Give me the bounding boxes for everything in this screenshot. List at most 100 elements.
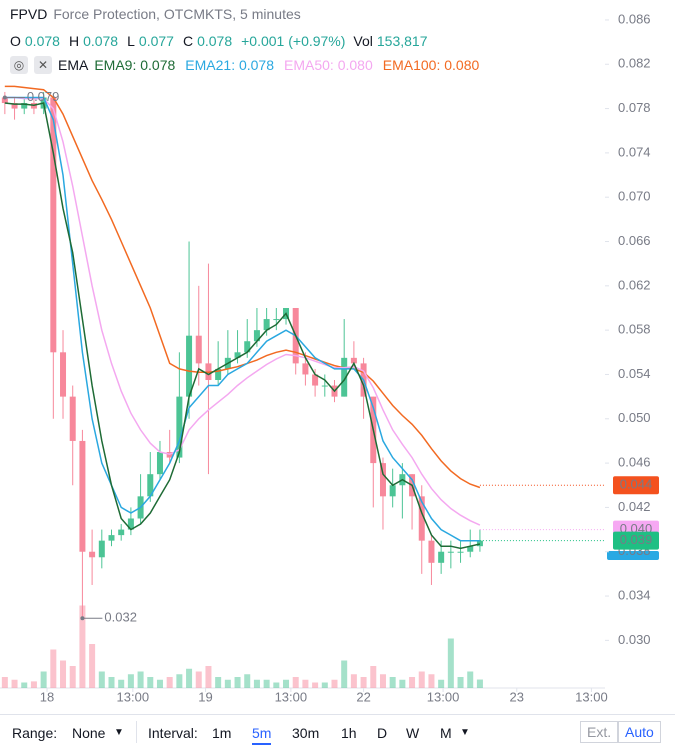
candle-body <box>379 463 386 497</box>
candle-body <box>108 535 115 541</box>
legend-entry: EMA21: 0.078 <box>185 57 275 73</box>
volume-bar <box>467 671 474 688</box>
volume-bar <box>60 660 67 688</box>
volume-key: Vol <box>353 33 373 49</box>
price-tag-label: 0.044 <box>620 477 653 492</box>
remove-icon[interactable]: ✕ <box>34 56 52 74</box>
candle-body <box>476 540 483 547</box>
candle-body <box>98 540 105 558</box>
ema-line <box>4 96 481 526</box>
volume-bar <box>389 677 396 688</box>
header-title-row: FPVD Force Protection, OTCMKTS, 5 minute… <box>10 6 307 22</box>
volume-bar <box>137 671 144 688</box>
y-tick-label: 0.086 <box>618 11 651 26</box>
y-tick-label: 0.058 <box>618 322 651 337</box>
x-tick-label: 23 <box>510 689 524 704</box>
candle-body <box>69 396 76 441</box>
chart: 0.086 0.082 0.078 0.074 0.070 0.066 0.062 0.058… <box>0 11 659 704</box>
range-label: Range: <box>12 725 58 741</box>
y-tick-label: 0.066 <box>618 233 651 248</box>
volume-bar <box>224 679 231 688</box>
chart-title: Force Protection, OTCMKTS, 5 minutes <box>53 6 301 22</box>
volume-bar <box>127 674 134 688</box>
volume-bar <box>350 674 357 688</box>
volume-bar <box>205 666 212 688</box>
price-tag-label: 0.039 <box>620 532 653 547</box>
ohlc-key: C <box>182 33 194 49</box>
interval-button[interactable]: W <box>406 725 420 741</box>
candle-body <box>302 363 309 375</box>
candle-body <box>60 352 67 397</box>
divider <box>136 721 137 743</box>
y-tick-label: 0.070 <box>618 189 651 204</box>
ohlc-value: 0.078 <box>197 33 233 49</box>
y-tick-label: 0.046 <box>618 455 651 470</box>
interval-button[interactable]: 1h <box>341 725 357 741</box>
candle-body <box>195 335 202 364</box>
visibility-icon[interactable]: ◎ <box>10 56 28 74</box>
volume-bar <box>118 679 125 688</box>
indicator-row: ◎ ✕ EMA EMA9: 0.078 EMA21: 0.078 EMA50: 0.… <box>10 56 489 74</box>
toggle-button[interactable]: Ext. <box>580 721 619 743</box>
volume-bar <box>302 679 309 688</box>
indicator-name: EMA <box>58 57 89 73</box>
toggle-button[interactable]: Auto <box>618 721 661 743</box>
annotation-label: 0.079 <box>27 89 60 104</box>
range-value[interactable]: None <box>72 725 106 741</box>
toolbar: Range: None ▼ Interval: 1m 5m 30m 1h D W M ▼ Ext. Aut… <box>0 714 675 751</box>
x-tick-label: 18 <box>40 689 54 704</box>
volume-bar <box>98 671 105 688</box>
y-tick-label: 0.050 <box>618 410 651 425</box>
y-tick-label: 0.042 <box>618 499 651 514</box>
legend-entry: EMA9: 0.078 <box>94 57 176 73</box>
candle-body <box>156 452 163 475</box>
volume-bar <box>147 677 154 688</box>
interval-button[interactable]: D <box>377 725 388 741</box>
volume-bar <box>418 671 425 688</box>
y-tick-label: 0.054 <box>618 366 651 381</box>
candle-body <box>467 546 474 552</box>
annotation-label: 0.032 <box>104 610 137 625</box>
interval-button[interactable]: 5m <box>252 725 272 745</box>
volume-bar <box>1 677 8 688</box>
change: +0.001 (+0.97%) <box>241 33 346 49</box>
volume-bar <box>50 649 57 688</box>
interval-label: Interval: <box>148 725 198 741</box>
volume-bar <box>292 677 299 688</box>
candle-body <box>428 540 435 563</box>
interval-button[interactable]: 30m <box>292 725 320 741</box>
volume-bar <box>89 644 96 688</box>
x-tick-label: 13:00 <box>275 689 308 704</box>
y-tick-label: 0.062 <box>618 277 651 292</box>
volume-bar <box>30 681 37 688</box>
volume-bar <box>399 679 406 688</box>
candle-body <box>21 103 28 109</box>
volume-bar <box>244 674 251 688</box>
volume-bar <box>438 679 445 688</box>
candle-body <box>418 496 425 541</box>
candle-body <box>118 529 125 536</box>
volume-bar <box>273 682 280 688</box>
interval-button[interactable]: M <box>440 725 452 741</box>
volume-value: 153,817 <box>376 33 428 49</box>
candle-body <box>457 551 464 553</box>
y-tick-label: 0.034 <box>618 587 651 602</box>
volume-bar <box>360 677 367 688</box>
x-tick-label: 13:00 <box>117 689 150 704</box>
volume-bar <box>312 682 319 688</box>
candle-body <box>312 374 319 386</box>
legend-entry: EMA100: 0.080 <box>382 57 480 73</box>
volume-bar <box>108 677 115 688</box>
ohlc-key: H <box>68 33 80 49</box>
ohlc-key: O <box>10 33 21 49</box>
volume-bar <box>215 677 222 688</box>
candle-body <box>253 330 260 342</box>
ema-line <box>4 102 481 550</box>
volume-bar <box>263 679 270 688</box>
x-tick-label: 13:00 <box>575 689 608 704</box>
volume-bar <box>379 674 386 688</box>
volume-bar <box>69 666 76 688</box>
interval-button[interactable]: 1m <box>212 725 232 741</box>
price-tag <box>613 531 659 550</box>
